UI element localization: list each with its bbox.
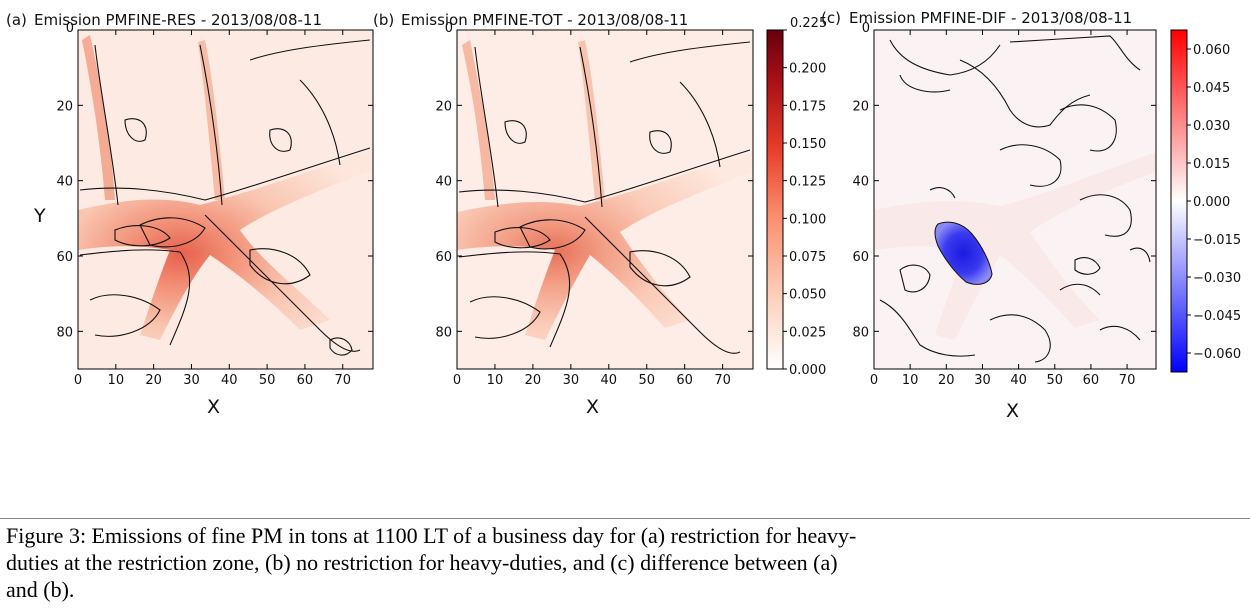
a-y-tick-label: 60 bbox=[56, 250, 73, 265]
b-x-tick-label: 40 bbox=[601, 373, 618, 388]
b-y-tick-label: 80 bbox=[435, 325, 452, 340]
panel-a: 0 10 20 30 40 50 60 70 0 20 40 60 80 bbox=[56, 21, 374, 388]
a-x-tick-label: 10 bbox=[108, 373, 125, 388]
c-x-tick-label: 10 bbox=[902, 373, 919, 388]
panel-c-contours bbox=[879, 35, 1151, 363]
colorbar-tick-label: 0.030 bbox=[1193, 119, 1230, 134]
panel-b-x-ticks: 0 10 20 30 40 50 60 70 bbox=[453, 30, 731, 388]
c-x-tick-label: 0 bbox=[870, 373, 878, 388]
c-x-tick-label: 70 bbox=[1119, 373, 1136, 388]
a-x-tick-label: 30 bbox=[183, 373, 200, 388]
panel-b-label: (b) bbox=[373, 11, 394, 29]
panel-b-y-ticks: 0 20 40 60 80 bbox=[435, 21, 753, 340]
panel-a-x-ticks: 0 10 20 30 40 50 60 70 bbox=[74, 30, 351, 388]
colorbar-tick-label: −0.015 bbox=[1193, 233, 1241, 248]
b-x-tick-label: 50 bbox=[638, 373, 655, 388]
b-x-tick-label: 60 bbox=[676, 373, 693, 388]
panel-a-title: Emission PMFINE-RES - 2013/08/08-11 bbox=[34, 11, 322, 29]
panel-b-frame bbox=[456, 29, 754, 370]
colorbar-tick-label: 0.125 bbox=[789, 175, 826, 190]
a-y-tick-label: 40 bbox=[56, 175, 73, 190]
panel-a-label: (a) bbox=[6, 11, 27, 29]
c-x-tick-label: 30 bbox=[974, 373, 991, 388]
caption-line-2: duties at the restriction zone, (b) no r… bbox=[6, 550, 838, 575]
panel-c-negative-blob bbox=[934, 221, 993, 285]
panel-c-heatmap bbox=[874, 30, 1156, 369]
a-x-tick-label: 0 bbox=[74, 373, 82, 388]
panel-c-label: (c) bbox=[821, 9, 841, 27]
panel-b: 0 10 20 30 40 50 60 70 0 20 40 60 80 0.225 0.200 0.17… bbox=[435, 16, 827, 388]
colorbar-tick-label: 0.045 bbox=[1193, 81, 1230, 96]
b-x-tick-label: 10 bbox=[487, 373, 504, 388]
panel-c-colorbar bbox=[1170, 29, 1188, 373]
colorbar-tick-label: 0.025 bbox=[789, 325, 826, 340]
a-x-tick-label: 60 bbox=[297, 373, 314, 388]
panel-b-colorbar bbox=[766, 29, 784, 370]
b-x-tick-label: 30 bbox=[563, 373, 580, 388]
c-y-tick-label: 40 bbox=[852, 175, 869, 190]
colorbar-tick-label: 0.000 bbox=[789, 363, 826, 378]
b-y-tick-label-zero: 0 bbox=[445, 21, 453, 36]
panel-c-x-ticks: 0 10 20 30 40 50 60 70 bbox=[870, 30, 1135, 388]
colorbar-tick-label: 0.175 bbox=[789, 99, 826, 114]
b-x-tick-label: 70 bbox=[714, 373, 731, 388]
figure-caption: Figure 3: Emissions of fine PM in tons a… bbox=[0, 518, 1250, 608]
caption-line-1: Figure 3: Emissions of fine PM in tons a… bbox=[6, 523, 857, 548]
colorbar-tick-label: 0.100 bbox=[789, 212, 826, 227]
colorbar-tick-label: −0.045 bbox=[1193, 309, 1241, 324]
panel-c-colorbar-ticks: 0.060 0.045 0.030 0.015 0.000 −0.015 −0.030 −0.… bbox=[1187, 43, 1241, 362]
b-y-tick-label: 20 bbox=[435, 99, 452, 114]
a-y-tick-label-zero: 0 bbox=[66, 21, 74, 36]
c-x-tick-label: 50 bbox=[1046, 373, 1063, 388]
panel-c: 0 10 20 30 40 50 60 70 0 20 40 60 80 0.060 0.045 0.03… bbox=[852, 21, 1241, 388]
c-y-tick-label: 60 bbox=[852, 250, 869, 265]
colorbar-tick-label: 0.050 bbox=[789, 288, 826, 303]
panel-a-contours bbox=[79, 39, 371, 356]
a-x-tick-label: 40 bbox=[221, 373, 238, 388]
panel-b-plume bbox=[457, 40, 752, 340]
panel-b-x-axis-label: X bbox=[586, 396, 599, 418]
a-x-tick-label: 50 bbox=[259, 373, 276, 388]
panel-b-colorbar-ticks: 0.225 0.200 0.175 0.150 0.125 0.100 0.075 0.050… bbox=[783, 16, 827, 378]
c-y-tick-label: 20 bbox=[852, 99, 869, 114]
panel-a-y-ticks: 0 20 40 60 80 bbox=[56, 21, 373, 340]
c-x-tick-label: 40 bbox=[1010, 373, 1027, 388]
a-y-tick-label: 80 bbox=[56, 325, 73, 340]
panel-b-title: Emission PMFINE-TOT - 2013/08/08-11 bbox=[401, 11, 688, 29]
panel-b-contours bbox=[458, 41, 751, 354]
b-y-tick-label: 60 bbox=[435, 250, 452, 265]
b-x-tick-label: 0 bbox=[453, 373, 461, 388]
caption-line-3: and (b). bbox=[6, 577, 75, 602]
panel-a-y-axis-label: Y bbox=[33, 205, 46, 227]
c-y-tick-label: 80 bbox=[852, 325, 869, 340]
colorbar-tick-label: 0.000 bbox=[1193, 195, 1230, 210]
b-x-tick-label: 20 bbox=[525, 373, 542, 388]
panel-c-x-axis-label: X bbox=[1006, 400, 1019, 422]
panel-a-x-axis-label: X bbox=[207, 396, 220, 418]
a-x-tick-label: 70 bbox=[334, 373, 351, 388]
c-x-tick-label: 60 bbox=[1083, 373, 1100, 388]
colorbar-tick-label: −0.060 bbox=[1193, 347, 1241, 362]
colorbar-tick-label: 0.200 bbox=[789, 62, 826, 77]
colorbar-tick-label: 0.060 bbox=[1193, 43, 1230, 58]
colorbar-tick-label: 0.225 bbox=[790, 16, 827, 31]
c-x-tick-label: 20 bbox=[938, 373, 955, 388]
colorbar-tick-label: 0.015 bbox=[1193, 157, 1230, 172]
panel-a-frame bbox=[77, 29, 374, 370]
panel-c-frame bbox=[873, 29, 1157, 370]
panel-c-faint-shading bbox=[874, 152, 1156, 340]
colorbar-tick-label: −0.030 bbox=[1193, 271, 1241, 286]
b-y-tick-label: 40 bbox=[435, 175, 452, 190]
panel-c-title: Emission PMFINE-DIF - 2013/08/08-11 bbox=[849, 9, 1132, 27]
a-y-tick-label: 20 bbox=[56, 99, 73, 114]
colorbar-tick-label: 0.150 bbox=[789, 137, 826, 152]
colorbar-tick-label: 0.075 bbox=[789, 250, 826, 265]
a-x-tick-label: 20 bbox=[145, 373, 162, 388]
c-y-tick-label-zero: 0 bbox=[862, 21, 870, 36]
panel-c-y-ticks: 0 20 40 60 80 bbox=[852, 21, 1156, 340]
